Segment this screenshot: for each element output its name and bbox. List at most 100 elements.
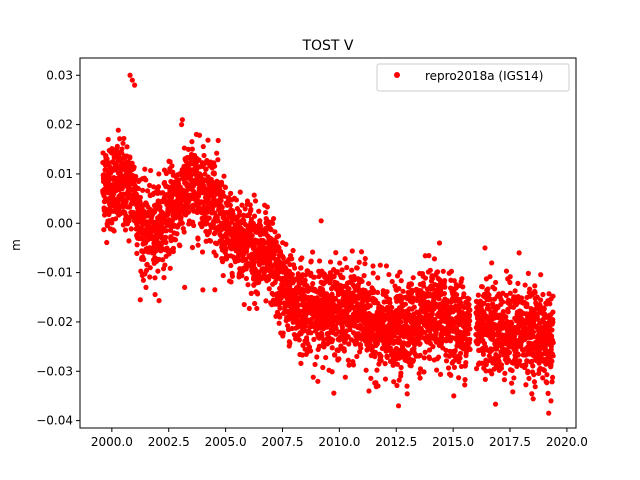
data-point xyxy=(155,268,161,274)
data-point xyxy=(522,282,528,288)
data-point xyxy=(399,308,405,314)
data-point xyxy=(541,306,547,312)
data-point xyxy=(346,286,352,292)
data-point xyxy=(272,229,278,235)
data-point xyxy=(182,284,188,290)
data-point xyxy=(335,347,341,354)
data-point xyxy=(457,355,463,361)
data-point xyxy=(189,146,195,152)
data-point xyxy=(550,319,556,325)
data-point xyxy=(233,197,240,203)
data-point xyxy=(179,117,185,123)
data-point xyxy=(327,259,334,265)
data-point xyxy=(531,372,537,378)
data-point xyxy=(462,382,468,388)
data-point xyxy=(421,355,427,361)
data-point xyxy=(299,255,305,261)
data-point xyxy=(371,289,377,296)
data-point xyxy=(276,320,282,326)
data-point xyxy=(422,329,428,335)
data-point xyxy=(448,372,454,378)
data-point xyxy=(329,337,336,343)
data-point xyxy=(339,324,346,331)
data-point xyxy=(426,253,432,259)
data-point xyxy=(463,359,469,366)
data-point xyxy=(161,275,167,281)
data-point xyxy=(336,356,342,362)
data-point xyxy=(546,291,552,297)
data-point xyxy=(251,213,258,219)
x-tick-label: 2007.5 xyxy=(261,435,303,449)
data-point xyxy=(487,274,493,280)
data-point xyxy=(496,358,502,364)
data-point xyxy=(143,284,149,290)
data-point xyxy=(503,292,509,299)
data-point xyxy=(541,367,547,373)
data-point xyxy=(320,364,326,371)
data-point xyxy=(212,163,218,169)
data-point xyxy=(264,204,270,210)
data-point xyxy=(483,368,489,374)
data-point xyxy=(165,184,171,190)
data-point xyxy=(310,374,316,380)
data-point xyxy=(540,375,546,381)
data-point xyxy=(501,377,508,383)
data-point xyxy=(402,301,409,307)
data-point xyxy=(156,171,162,177)
data-point xyxy=(492,401,499,407)
data-point xyxy=(242,206,248,212)
data-point xyxy=(142,166,148,172)
data-point xyxy=(387,300,393,306)
data-point xyxy=(496,353,502,360)
data-point xyxy=(516,250,522,256)
data-point xyxy=(404,324,411,330)
data-point xyxy=(358,249,365,255)
data-point xyxy=(307,348,314,354)
data-point xyxy=(321,344,327,350)
data-point xyxy=(127,72,133,78)
data-point xyxy=(549,358,555,364)
data-point xyxy=(525,270,531,276)
data-point xyxy=(287,284,293,290)
data-point xyxy=(170,245,177,251)
data-point xyxy=(513,302,519,308)
data-point xyxy=(286,339,292,345)
data-point xyxy=(397,269,403,275)
x-tick-label: 2000.0 xyxy=(91,435,133,449)
data-point xyxy=(466,312,473,318)
chart-title: TOST V xyxy=(301,38,353,54)
data-point xyxy=(319,333,325,339)
data-point xyxy=(440,268,446,274)
data-point xyxy=(465,331,471,337)
data-point xyxy=(436,240,443,246)
data-point xyxy=(398,319,404,325)
data-point xyxy=(358,345,364,351)
data-point xyxy=(229,273,236,279)
data-point xyxy=(101,227,107,233)
data-point xyxy=(487,296,494,302)
data-point xyxy=(394,382,400,389)
data-point xyxy=(152,291,158,298)
data-point xyxy=(141,256,147,262)
data-point xyxy=(461,304,467,311)
data-point xyxy=(362,261,368,267)
data-point xyxy=(544,380,550,386)
data-point xyxy=(434,269,441,275)
data-point xyxy=(221,173,227,179)
legend-box xyxy=(376,63,570,92)
data-point xyxy=(441,290,448,297)
data-point xyxy=(289,325,295,332)
data-point xyxy=(143,177,149,183)
data-point xyxy=(510,389,516,395)
y-tick-label: 0.03 xyxy=(46,68,73,82)
data-point xyxy=(215,157,221,163)
data-point xyxy=(308,270,314,276)
data-point xyxy=(523,382,529,388)
data-point xyxy=(354,265,360,271)
data-point xyxy=(298,265,304,271)
data-point xyxy=(254,305,260,312)
data-point xyxy=(408,281,415,287)
data-point xyxy=(537,320,543,326)
data-point xyxy=(404,383,410,389)
data-point xyxy=(461,291,467,297)
